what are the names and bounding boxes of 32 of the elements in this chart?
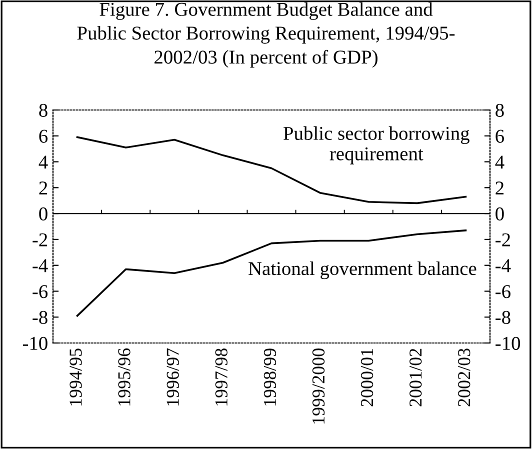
y2-tick-label: -8 <box>496 310 510 324</box>
y2-tick-label: 4 <box>495 156 504 169</box>
x-tick-label: 1996/97 <box>166 348 179 406</box>
y2-tick-label: -10 <box>496 336 520 350</box>
x-tick-label: 1995/96 <box>118 348 130 406</box>
x-tick-label: 1997/98 <box>215 348 228 406</box>
y-tick-label: 8 <box>39 104 48 117</box>
y2-tick-label: -6 <box>496 285 510 298</box>
y2-tick-label: 8 <box>496 104 504 117</box>
chart-title: Figure 7. Government Budget Balance and Public Sector Borrowing Requirement, 1994/95- 2002/03 (In percent of GDP) <box>77 2 455 68</box>
y2-tick-label: 2 <box>496 182 504 194</box>
y2-tick-label: -4 <box>496 259 511 272</box>
y2-tick-label: 6 <box>496 130 504 143</box>
y-tick-label: -2 <box>32 233 48 246</box>
x-tick-label: 2000/01 <box>360 348 374 406</box>
x-tick-label: 1998/99 <box>264 348 276 406</box>
y-tick-label: -8 <box>32 310 48 324</box>
y-tick-label: 4 <box>38 156 48 169</box>
x-tick-label: 2002/03 <box>458 348 470 406</box>
y-tick-label: 6 <box>39 130 48 143</box>
series-label: National government balance <box>248 261 476 280</box>
y-tick-label: 0 <box>39 207 48 220</box>
y-tick-label: -6 <box>32 285 48 298</box>
y-tick-label: 2 <box>39 182 48 194</box>
x-tick-label: 1994/95 <box>70 348 82 406</box>
y-tick-label: -10 <box>22 336 48 350</box>
x-tick-label: 1999/2000 <box>312 348 325 424</box>
y2-tick-label: -2 <box>496 233 510 246</box>
x-tick-label: 2001/02 <box>410 348 422 406</box>
series-label: Public sector borrowing requirement <box>284 126 470 164</box>
y2-tick-label: 0 <box>496 207 504 220</box>
y-tick-label: -4 <box>32 259 48 272</box>
